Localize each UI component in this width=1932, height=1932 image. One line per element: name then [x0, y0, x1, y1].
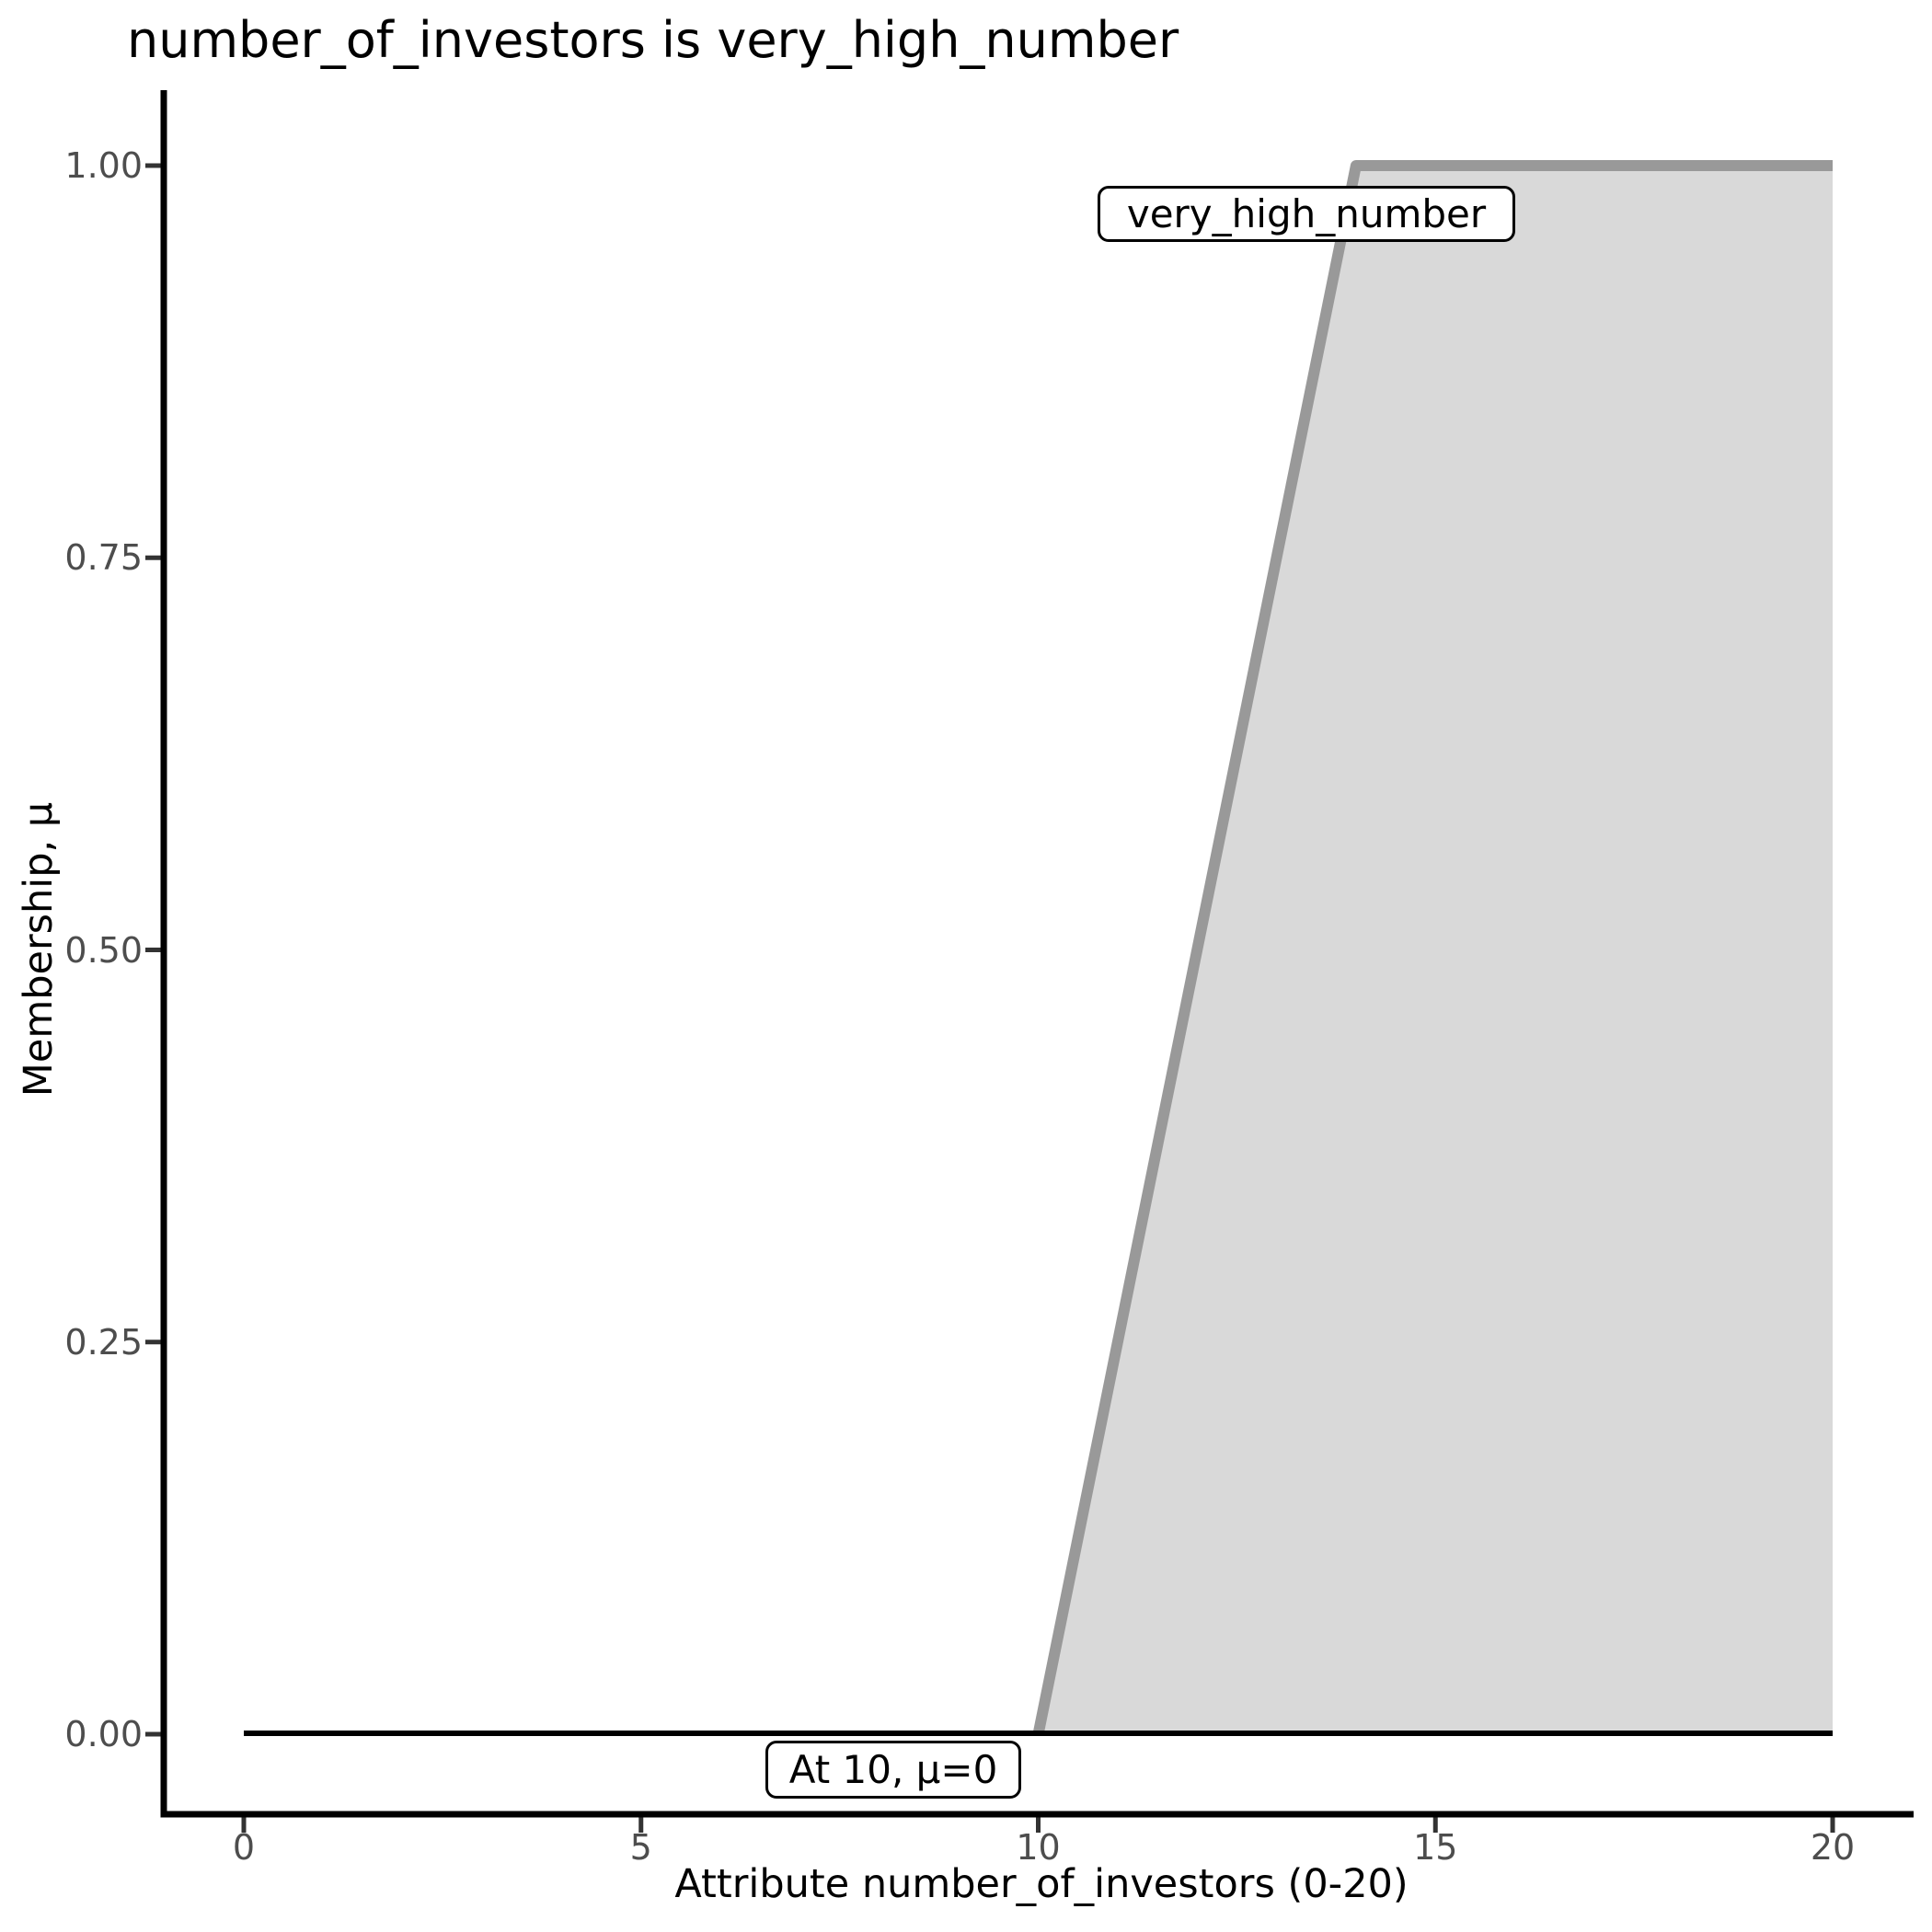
chart-title: number_of_investors is very_high_number	[127, 11, 1179, 69]
x-axis-title: Attribute number_of_investors (0-20)	[674, 1861, 1409, 1907]
y-tick-label-0.75: 0.75	[64, 537, 143, 579]
set-name-annotation-text: very_high_number	[1126, 191, 1487, 236]
membership-function-line	[1032, 160, 1833, 1736]
point-annotation: At 10, μ=0	[765, 1741, 1021, 1799]
x-tick-label-15: 15	[1413, 1827, 1458, 1868]
point-annotation-text: At 10, μ=0	[788, 1747, 998, 1792]
y-axis-title: Membership, μ	[16, 801, 62, 1098]
x-tick-label-10: 10	[1016, 1827, 1061, 1868]
y-tick-label-0.00: 0.00	[64, 1714, 143, 1754]
y-tick-label-0.25: 0.25	[64, 1321, 143, 1363]
x-tick-label-20: 20	[1810, 1827, 1856, 1868]
membership-area-fill	[1038, 166, 1833, 1734]
set-name-annotation: very_high_number	[1098, 186, 1515, 242]
x-tick-label-5: 5	[629, 1827, 652, 1868]
y-tick-label-0.50: 0.50	[64, 929, 143, 971]
x-tick-label-0: 0	[232, 1827, 256, 1868]
y-tick-label-1.00: 1.00	[64, 145, 143, 186]
axis-lines	[160, 90, 1914, 1818]
